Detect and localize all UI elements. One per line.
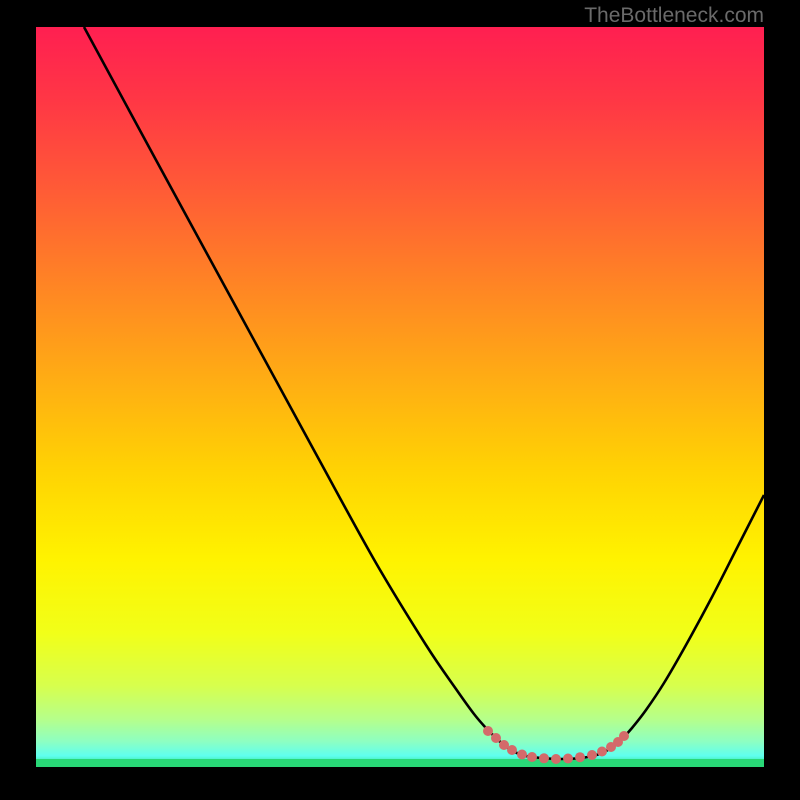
marker-dot — [527, 752, 537, 762]
bottom-band — [36, 759, 764, 767]
chart-container: TheBottleneck.com — [0, 0, 800, 800]
plot-area — [36, 27, 764, 767]
marker-dot — [483, 726, 493, 736]
marker-dot — [575, 752, 585, 762]
marker-dot — [507, 745, 517, 755]
marker-dot — [597, 747, 607, 757]
marker-dot — [491, 733, 501, 743]
marker-dot — [587, 750, 597, 760]
optimal-range-markers — [483, 726, 629, 764]
bottleneck-curve — [84, 27, 764, 759]
marker-dot — [619, 731, 629, 741]
curve-layer — [36, 27, 764, 767]
marker-dot — [551, 754, 561, 764]
marker-dot — [517, 750, 527, 760]
marker-dot — [539, 753, 549, 763]
marker-dot — [563, 754, 573, 764]
watermark-text: TheBottleneck.com — [584, 4, 764, 28]
